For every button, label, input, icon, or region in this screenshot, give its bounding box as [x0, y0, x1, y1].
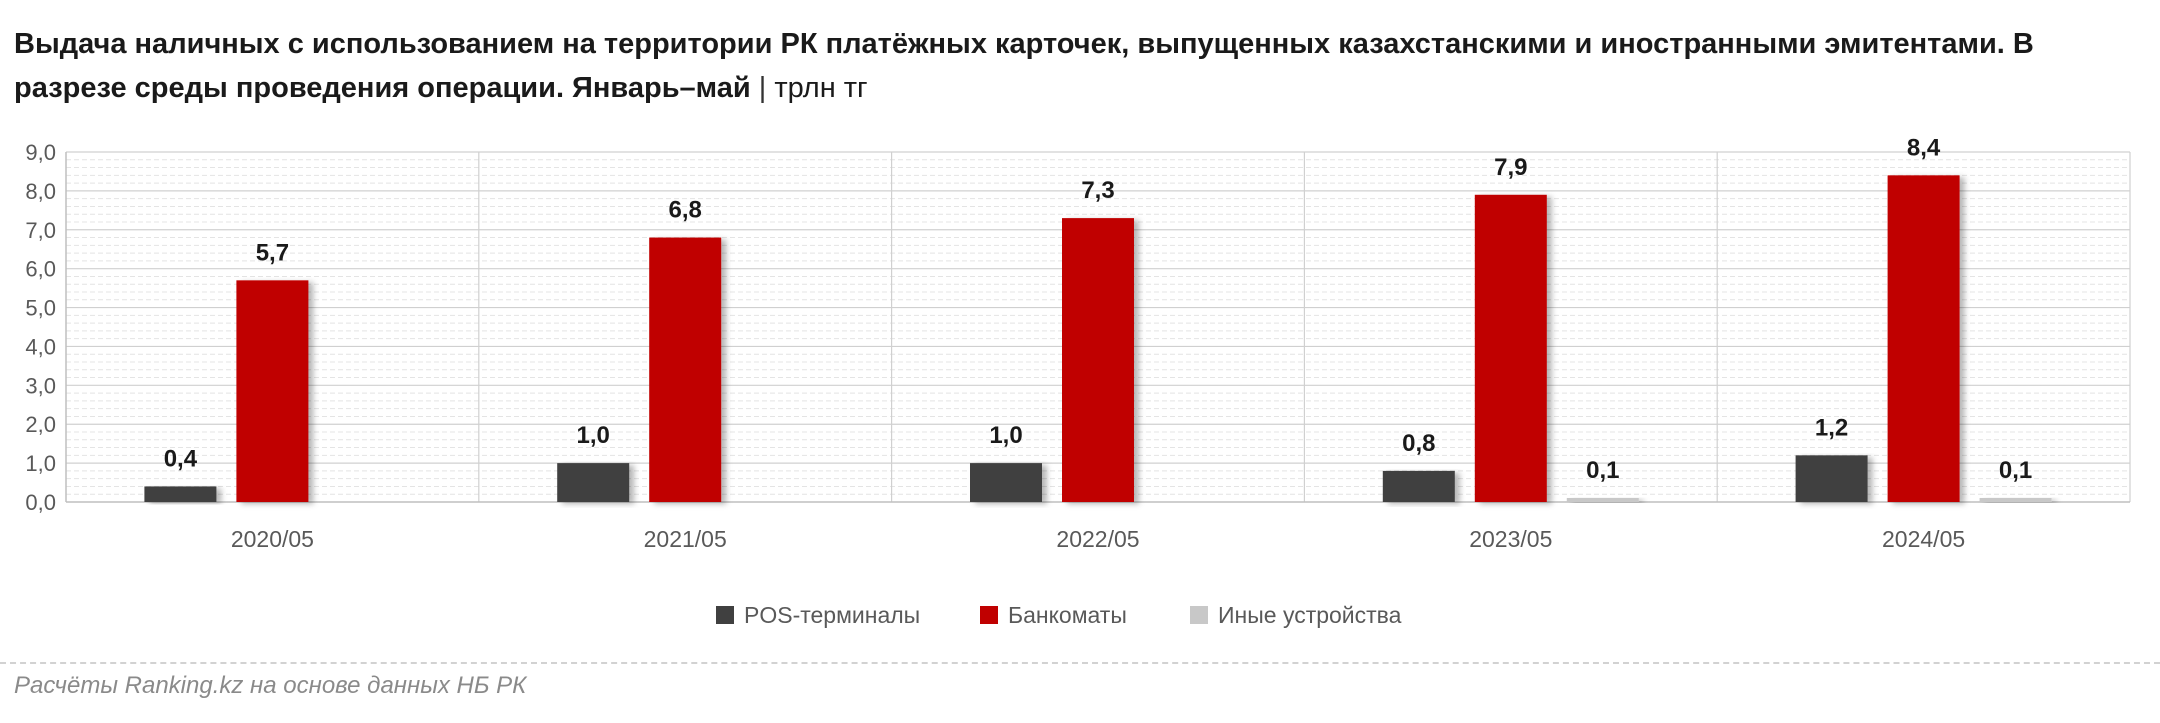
pos-bar [557, 463, 630, 502]
atm-bar [649, 237, 722, 503]
data-label: 1,2 [1815, 414, 1848, 441]
atm-bar [1887, 175, 1960, 503]
data-label: 0,4 [164, 445, 198, 472]
data-label: 8,4 [1907, 134, 1941, 161]
title-unit: трлн тг [774, 72, 868, 104]
category-separators [478, 152, 2131, 502]
atm-bar [1474, 194, 1547, 502]
legend-label: Банкоматы [1008, 602, 1127, 628]
y-tick-label: 0,0 [25, 490, 56, 515]
data-label: 0,8 [1402, 430, 1435, 457]
x-tick-label: 2020/05 [231, 526, 314, 552]
y-tick-label: 3,0 [25, 373, 56, 398]
y-tick-label: 8,0 [25, 179, 56, 204]
other-bar [1566, 498, 1639, 502]
chart-title: Выдача наличных с использованием на терр… [14, 22, 2134, 110]
legend-label: POS-терминалы [744, 602, 920, 628]
y-tick-label: 6,0 [25, 257, 56, 282]
y-tick-label: 4,0 [25, 334, 56, 359]
legend-label: Иные устройства [1218, 602, 1402, 628]
data-label: 1,0 [577, 422, 610, 449]
other-bar [1979, 498, 2052, 502]
data-label: 5,7 [256, 239, 289, 266]
y-tick-label: 5,0 [25, 296, 56, 321]
data-labels: 0,4 5,7 1,0 6,8 1,0 7,3 0,8 7,9 0,1 1,2 8,4 0,1 [164, 134, 2033, 484]
data-label: 6,8 [669, 197, 702, 224]
legend: POS-терминалы Банкоматы Иные устройства [716, 602, 1402, 628]
title-separator: | [758, 72, 767, 104]
pos-bar [1795, 455, 1868, 502]
atm-bar [236, 280, 309, 502]
data-label: 1,0 [989, 422, 1022, 449]
footer-divider [0, 662, 2160, 664]
bars [144, 175, 2052, 503]
legend-swatch [980, 606, 998, 624]
pos-bar [144, 486, 217, 502]
y-tick-label: 1,0 [25, 451, 56, 476]
x-tick-label: 2021/05 [644, 526, 727, 552]
data-label: 7,3 [1081, 177, 1114, 204]
x-tick-label: 2023/05 [1469, 526, 1552, 552]
legend-swatch [716, 606, 734, 624]
y-tick-label: 2,0 [25, 412, 56, 437]
pos-bar [970, 463, 1042, 502]
chart-title-text: Выдача наличных с использованием на терр… [14, 28, 2034, 104]
x-tick-label: 2024/05 [1882, 526, 1965, 552]
y-tick-label: 7,0 [25, 218, 56, 243]
atm-bar [1062, 218, 1134, 502]
x-tick-label: 2022/05 [1056, 526, 1139, 552]
source-note: Расчёты Ranking.kz на основе данных НБ Р… [14, 672, 527, 699]
data-label: 0,1 [1586, 457, 1619, 484]
legend-swatch [1190, 606, 1208, 624]
y-tick-label: 9,0 [25, 140, 56, 165]
bar-chart: 0,0 1,0 2,0 3,0 4,0 5,0 6,0 7,0 8,0 9,0 2020/05 202… [25, 134, 2131, 628]
data-label: 0,1 [1999, 457, 2032, 484]
data-label: 7,9 [1494, 154, 1527, 181]
pos-bar [1382, 470, 1455, 502]
